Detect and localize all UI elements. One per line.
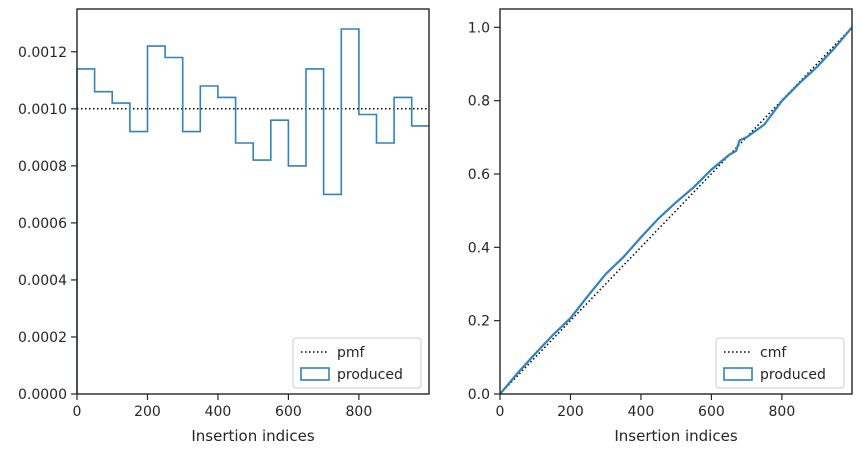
y-tick-label: 0.6 (468, 167, 490, 183)
x-tick-label: 800 (769, 404, 796, 420)
legend: pmf produced (292, 337, 422, 389)
x-tick-label: 400 (205, 404, 232, 420)
series-line-produced (499, 26, 853, 395)
y-tick-label: 0.0010 (18, 102, 67, 118)
series-line-cmf (499, 26, 853, 395)
series-line-produced (76, 28, 429, 394)
legend-box (715, 337, 845, 389)
plot-frame (499, 8, 853, 395)
x-tick-label: 200 (557, 404, 584, 420)
chart-panel-2: 0.0 0.2 0.4 0.6 0.8 1.0 0 200 400 600 800 Insertion… (468, 8, 853, 445)
y-tick-label: 0.0 (468, 387, 490, 403)
legend-box (292, 337, 422, 389)
x-axis-label: Insertion indices (614, 427, 737, 445)
y-tick-label: 0.2 (468, 314, 490, 330)
y-tick-label: 0.0012 (18, 45, 67, 61)
y-tick-label: 0.0000 (18, 387, 67, 403)
y-tick-label: 0.4 (468, 240, 490, 256)
chart-panel-1: 0.0000 0.0002 0.0004 0.0006 0.0008 0.0010 0.00… (18, 8, 430, 445)
y-tick-label: 0.0004 (18, 273, 67, 289)
y-tick-label: 0.8 (468, 94, 490, 110)
y-tick-label: 0.0006 (18, 216, 67, 232)
y-tick-label: 0.0008 (18, 159, 67, 175)
legend-swatch-produced (723, 367, 753, 381)
x-tick-label: 400 (628, 404, 655, 420)
legend-label-produced: produced (337, 367, 403, 383)
x-tick-label: 0 (496, 404, 505, 420)
x-axis-label: Insertion indices (191, 427, 314, 445)
x-tick-label: 600 (275, 404, 302, 420)
x-tick-label: 200 (134, 404, 161, 420)
legend: cmf produced (715, 337, 845, 389)
y-tick-label: 0.0002 (18, 330, 67, 346)
legend-label-pmf: pmf (337, 345, 366, 361)
legend-label-cmf: cmf (760, 345, 787, 361)
plot-frame (76, 8, 430, 395)
x-tick-label: 800 (346, 404, 373, 420)
legend-label-produced: produced (760, 367, 826, 383)
legend-swatch-produced (300, 367, 330, 381)
x-tick-label: 0 (73, 404, 82, 420)
y-tick-label: 1.0 (468, 20, 490, 36)
x-tick-label: 600 (698, 404, 725, 420)
